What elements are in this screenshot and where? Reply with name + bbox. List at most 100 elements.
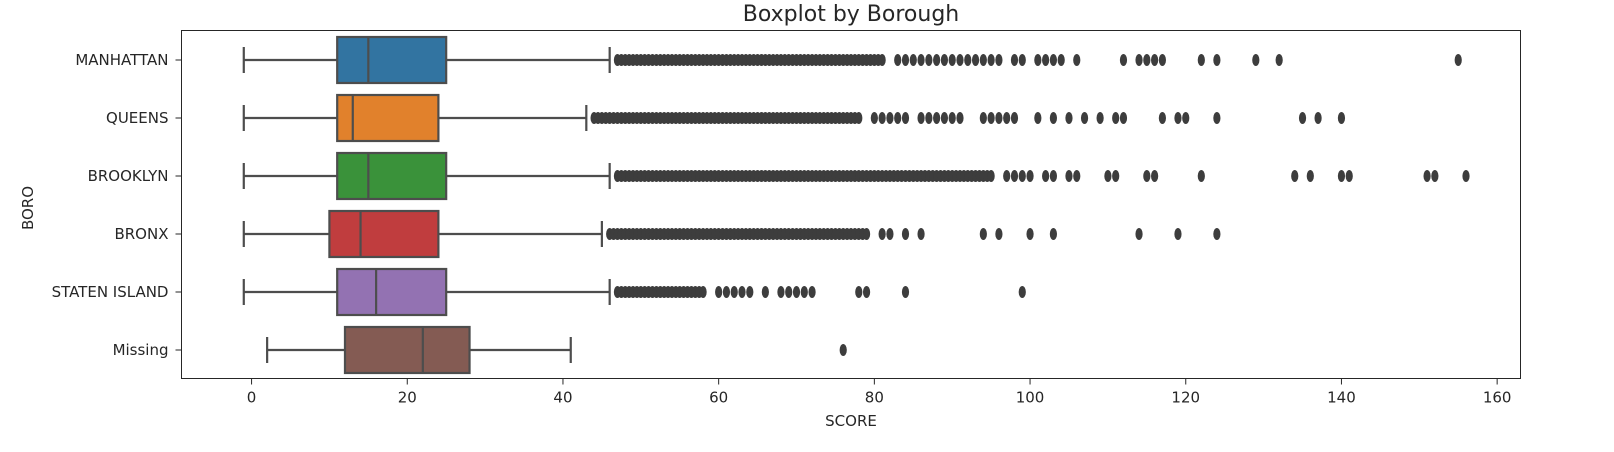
outlier-point <box>987 54 995 66</box>
outlier-point <box>917 228 925 240</box>
outlier-point <box>1034 112 1042 124</box>
outlier-point <box>1018 54 1026 66</box>
outlier-point <box>1454 54 1462 66</box>
outlier-point <box>1337 170 1346 182</box>
outlier-point <box>1252 54 1260 66</box>
y-axis-label: BORO <box>19 186 37 230</box>
y-tick-label: QUEENS <box>106 109 168 127</box>
outlier-point <box>862 228 871 240</box>
outlier-point <box>1291 170 1299 182</box>
outlier-point <box>909 54 917 66</box>
iqr-box <box>343 325 471 375</box>
box-brooklyn <box>242 151 1470 201</box>
outlier-point <box>948 54 956 66</box>
outlier-point <box>792 286 801 298</box>
outlier-point <box>1306 170 1314 182</box>
outlier-point <box>956 54 964 66</box>
outlier-point <box>1423 170 1431 182</box>
box-staten-island <box>242 267 1026 317</box>
x-tick-label: 160 <box>1483 389 1512 407</box>
outlier-point <box>979 54 987 66</box>
outlier-point <box>894 54 902 66</box>
outlier-point <box>948 112 956 124</box>
outlier-point <box>1182 112 1190 124</box>
outlier-point <box>1337 112 1346 124</box>
outlier-point <box>940 112 949 124</box>
outlier-point <box>917 54 925 66</box>
outlier-point <box>746 286 754 298</box>
y-tick-label: BRONX <box>114 225 168 243</box>
outlier-point <box>1135 228 1143 240</box>
outlier-point <box>886 112 894 124</box>
outlier-point <box>1042 170 1050 182</box>
outlier-point <box>699 286 707 298</box>
outlier-point <box>940 54 949 66</box>
outlier-point <box>979 228 987 240</box>
outlier-point <box>1158 54 1166 66</box>
outlier-point <box>956 112 964 124</box>
outlier-point <box>1462 170 1470 182</box>
outlier-point <box>1112 112 1120 124</box>
outlier-point <box>1135 54 1143 66</box>
outlier-point <box>1143 54 1151 66</box>
outlier-point <box>1151 170 1159 182</box>
plot-frame <box>181 30 1521 379</box>
outlier-point <box>1174 228 1182 240</box>
x-tick-label: 80 <box>865 389 884 407</box>
outlier-point <box>1073 170 1081 182</box>
box-missing <box>266 325 847 375</box>
outlier-point <box>1065 170 1073 182</box>
outlier-point <box>1431 170 1439 182</box>
outlier-point <box>862 286 871 298</box>
outlier-point <box>855 286 863 298</box>
outlier-point <box>1096 112 1104 124</box>
y-axis: MANHATTAN QUEENS BROOKLYN BRONX STATEN ISLAN… <box>52 51 182 359</box>
outlier-point <box>1112 170 1120 182</box>
outlier-point <box>1151 54 1159 66</box>
outlier-point <box>1010 112 1019 124</box>
outlier-point <box>777 286 785 298</box>
outlier-point <box>1119 54 1128 66</box>
outlier-point <box>894 112 902 124</box>
outlier-point <box>1197 170 1205 182</box>
outlier-point <box>878 112 886 124</box>
x-tick-label: 60 <box>709 389 728 407</box>
iqr-box <box>336 93 440 143</box>
outlier-point <box>1213 112 1221 124</box>
iqr-box <box>336 35 448 85</box>
outlier-point <box>1345 170 1353 182</box>
outlier-point <box>971 54 980 66</box>
outlier-point <box>1298 112 1307 124</box>
outlier-point <box>1275 54 1283 66</box>
outlier-point <box>738 286 746 298</box>
outlier-point <box>1018 286 1026 298</box>
outlier-point <box>901 112 910 124</box>
outlier-point <box>1010 170 1019 182</box>
outlier-point <box>722 286 731 298</box>
outlier-point <box>1049 54 1058 66</box>
outlier-point <box>1119 112 1128 124</box>
x-tick-label: 120 <box>1171 389 1200 407</box>
outlier-point <box>808 286 816 298</box>
x-tick-label: 20 <box>398 389 417 407</box>
outlier-point <box>995 112 1003 124</box>
outlier-point <box>1174 112 1182 124</box>
outlier-point <box>1314 112 1322 124</box>
y-tick-label: BROOKLYN <box>88 167 169 185</box>
outlier-point <box>901 54 910 66</box>
outlier-point <box>839 344 847 356</box>
outlier-point <box>1213 228 1221 240</box>
outlier-point <box>1065 112 1073 124</box>
outlier-point <box>1143 170 1151 182</box>
y-tick-label: MANHATTAN <box>75 51 168 69</box>
box-bronx <box>242 209 1221 259</box>
y-tick-label: Missing <box>113 341 169 359</box>
x-tick-label: 0 <box>247 389 257 407</box>
outlier-point <box>800 286 808 298</box>
outlier-point <box>1197 54 1205 66</box>
outlier-point <box>901 286 910 298</box>
outlier-point <box>987 170 995 182</box>
outlier-point <box>925 54 933 66</box>
outlier-point <box>730 286 738 298</box>
